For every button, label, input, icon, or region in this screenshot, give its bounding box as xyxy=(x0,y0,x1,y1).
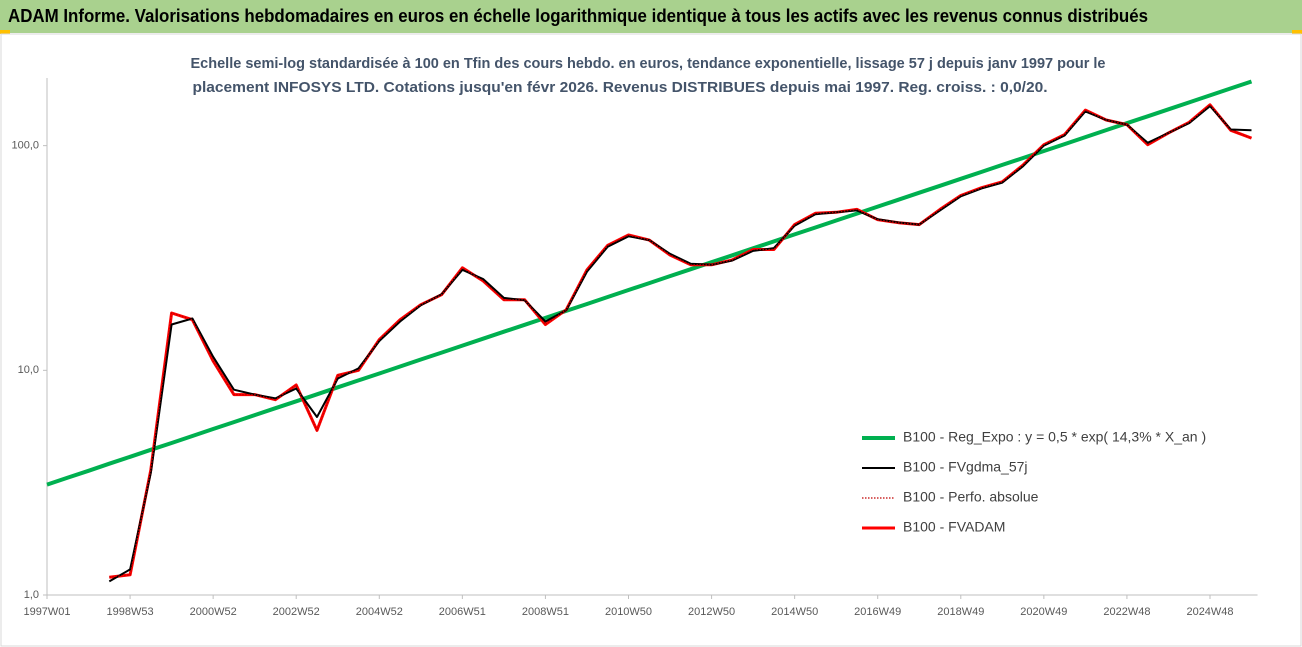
x-tick-label: 2022W48 xyxy=(1103,606,1150,618)
x-tick-label: 2006W51 xyxy=(439,606,486,618)
x-tick-label: 2018W49 xyxy=(937,606,984,618)
accent xyxy=(0,30,10,34)
x-tick-label: 2024W48 xyxy=(1186,606,1233,618)
frame xyxy=(0,33,1302,647)
legend-label: B100 - Reg_Expo : y = 0,5 * exp( 14,3% *… xyxy=(903,429,1206,445)
x-tick-label: 2002W52 xyxy=(273,606,320,618)
series-line xyxy=(109,104,1252,578)
x-tick-label: 2016W49 xyxy=(854,606,901,618)
series-line xyxy=(46,79,1253,487)
y-tick-label: 100,0 xyxy=(11,140,39,152)
x-tick-label: 2004W52 xyxy=(356,606,403,618)
title-bar xyxy=(0,0,1302,33)
x-tick-label: 2020W49 xyxy=(1020,606,1067,618)
x-tick-label: 2014W50 xyxy=(771,606,818,618)
y-tick-label: 10,0 xyxy=(18,364,39,376)
x-tick-label: 1998W53 xyxy=(107,606,154,618)
subtitle: Echelle semi-log standardisée à 100 en T… xyxy=(191,55,1106,72)
x-tick-label: 2010W50 xyxy=(605,606,652,618)
x-tick-label: 2012W50 xyxy=(688,606,735,618)
x-tick-label: 1997W01 xyxy=(23,606,70,618)
accent xyxy=(1292,30,1302,34)
x-tick-label: 2000W52 xyxy=(190,606,237,618)
subtitle: placement INFOSYS LTD. Cotations jusqu'e… xyxy=(193,79,1048,96)
series-line xyxy=(108,105,1252,583)
legend-label: B100 - Perfo. absolue xyxy=(903,489,1039,505)
legend-label: B100 - FVADAM xyxy=(903,519,1005,535)
y-tick-label: 1,0 xyxy=(24,589,39,601)
x-tick-label: 2008W51 xyxy=(522,606,569,618)
chart-title: ADAM Informe. Valorisations hebdomadaire… xyxy=(8,6,1148,26)
legend-label: B100 - FVgdma_57j xyxy=(903,459,1028,475)
